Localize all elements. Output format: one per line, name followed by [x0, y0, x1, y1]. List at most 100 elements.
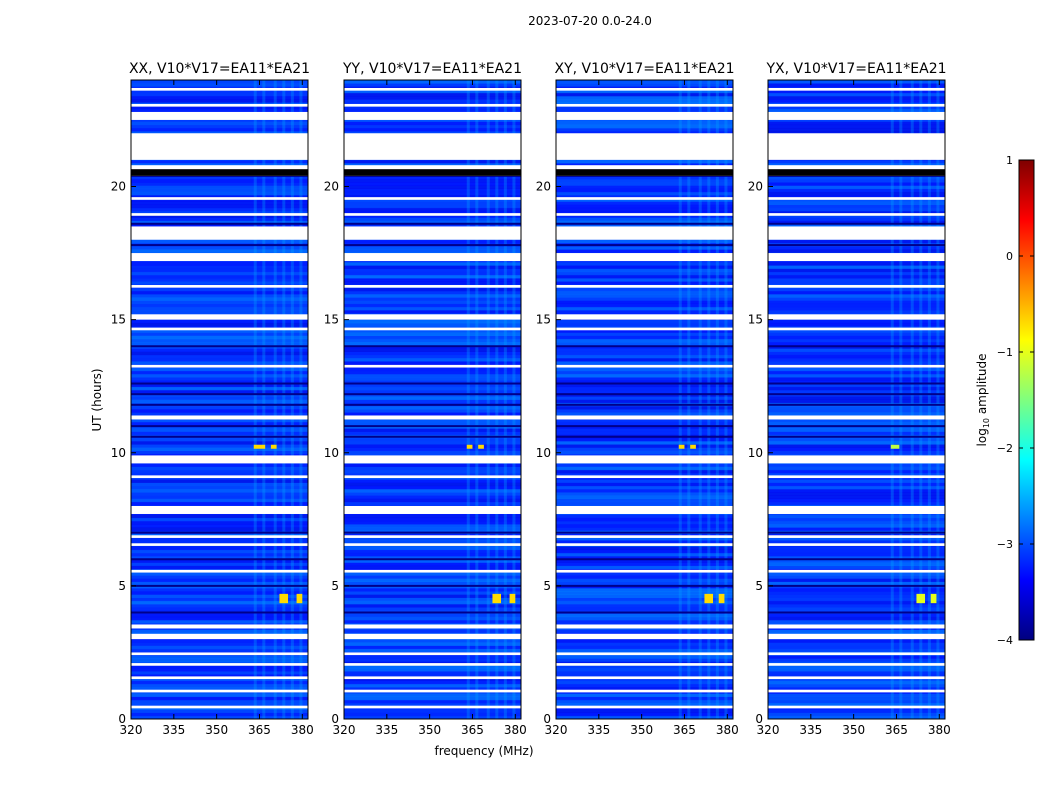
heatmap-row: [768, 361, 945, 365]
panel-title: XX, V10*V17=EA11*EA21: [129, 61, 310, 77]
heatmap-row: [131, 278, 308, 282]
heatmap-row: [131, 677, 308, 682]
heatmap-row: [344, 709, 521, 714]
heatmap-flagged-band: [768, 543, 945, 546]
heatmap-row: [556, 380, 733, 384]
heatmap-row: [768, 597, 945, 602]
heatmap-row: [131, 175, 308, 180]
heatmap-row: [556, 354, 733, 359]
colorbar: −4 −3 −2 −1 0 1 log10 amplitude: [975, 154, 1035, 647]
heatmap-row: [768, 572, 945, 576]
heatmap-row: [131, 246, 308, 250]
heatmap-row: [768, 591, 945, 595]
heatmap-row: [556, 578, 733, 583]
heatmap-flagged-band: [131, 103, 308, 107]
heatmap-row: [344, 699, 521, 704]
heatmap-row: [131, 89, 308, 94]
heatmap-row: [768, 265, 945, 269]
heatmap-row: [768, 715, 945, 720]
heatmap-row: [556, 616, 733, 621]
heatmap-dark-line: [556, 403, 733, 406]
x-tick-label: 335: [799, 723, 822, 737]
heatmap-flagged-band: [344, 327, 521, 331]
x-tick-label: 365: [461, 723, 484, 737]
heatmap-dark-line: [131, 393, 308, 396]
heatmap-row: [556, 204, 733, 209]
heatmap-row: [344, 386, 521, 391]
heatmap-row: [131, 444, 308, 448]
heatmap-row: [344, 524, 521, 528]
heatmap-row: [768, 441, 945, 445]
heatmap-flagged-band: [556, 455, 733, 464]
heatmap-row: [344, 377, 521, 381]
heatmap-row: [131, 562, 308, 567]
heatmap-row: [768, 127, 945, 132]
heatmap-row: [131, 271, 308, 276]
heatmap-dark-line: [131, 244, 308, 247]
heatmap-row: [344, 249, 521, 253]
heatmap-row: [556, 556, 733, 560]
heatmap-column: [715, 80, 719, 719]
heatmap-row: [131, 645, 308, 650]
heatmap-row: [344, 495, 521, 499]
heatmap-row: [344, 616, 521, 621]
heatmap-row: [344, 361, 521, 365]
x-tick-label: 320: [333, 723, 356, 737]
heatmap-flagged-band: [768, 111, 945, 120]
heatmap-row: [556, 89, 733, 94]
y-tick-label: 15: [111, 313, 126, 327]
heatmap-row: [556, 648, 733, 653]
heatmap-dark-line: [556, 531, 733, 534]
heatmap-row: [556, 319, 733, 324]
heatmap-row: [344, 607, 521, 611]
heatmap-row: [131, 441, 308, 445]
heatmap-row: [556, 105, 733, 110]
heatmap-row: [131, 396, 308, 400]
heatmap-row: [556, 693, 733, 698]
heatmap-row: [344, 351, 521, 356]
heatmap-row: [556, 338, 733, 343]
heatmap-row: [131, 262, 308, 266]
heatmap-hotspot: [509, 593, 516, 604]
heatmap-row: [131, 588, 308, 592]
heatmap-flagged-band: [344, 455, 521, 464]
heatmap-row: [768, 556, 945, 560]
heatmap-flagged-band: [131, 285, 308, 288]
heatmap-row: [556, 83, 733, 87]
heatmap-row: [768, 418, 945, 423]
heatmap-row: [768, 239, 945, 244]
heatmap-row: [131, 80, 308, 84]
heatmap-row: [344, 428, 521, 432]
x-tick-label: 365: [248, 723, 271, 737]
heatmap-row: [556, 220, 733, 225]
heatmap-row: [556, 214, 733, 218]
heatmap-row: [768, 642, 945, 646]
heatmap-row: [768, 377, 945, 381]
heatmap-row: [344, 300, 521, 305]
heatmap-flagged-band: [131, 624, 308, 629]
heatmap-row: [131, 281, 308, 285]
heatmap-flagged-band: [768, 314, 945, 320]
heatmap-row: [131, 565, 308, 570]
heatmap-flagged-band: [131, 633, 308, 640]
heatmap-row: [556, 565, 733, 570]
heatmap-dark-line: [344, 531, 521, 534]
heatmap-row: [131, 274, 308, 279]
heatmap-flagged-band: [344, 415, 521, 420]
x-tick-label: 335: [587, 723, 610, 737]
heatmap-row: [556, 370, 733, 375]
y-tick-label: 20: [748, 180, 763, 194]
heatmap-row: [768, 217, 945, 221]
heatmap-row: [131, 223, 308, 228]
heatmap-flagged-band: [556, 111, 733, 120]
heatmap-row: [768, 271, 945, 276]
heatmap-flagged-band: [556, 253, 733, 262]
heatmap-row: [344, 405, 521, 410]
heatmap-row: [344, 220, 521, 225]
heatmap-row: [556, 332, 733, 336]
heatmap-row: [131, 195, 308, 199]
heatmap-row: [344, 552, 521, 557]
y-tick-label: 0: [118, 712, 126, 726]
heatmap-row: [344, 373, 521, 378]
heatmap-column: [919, 80, 923, 719]
